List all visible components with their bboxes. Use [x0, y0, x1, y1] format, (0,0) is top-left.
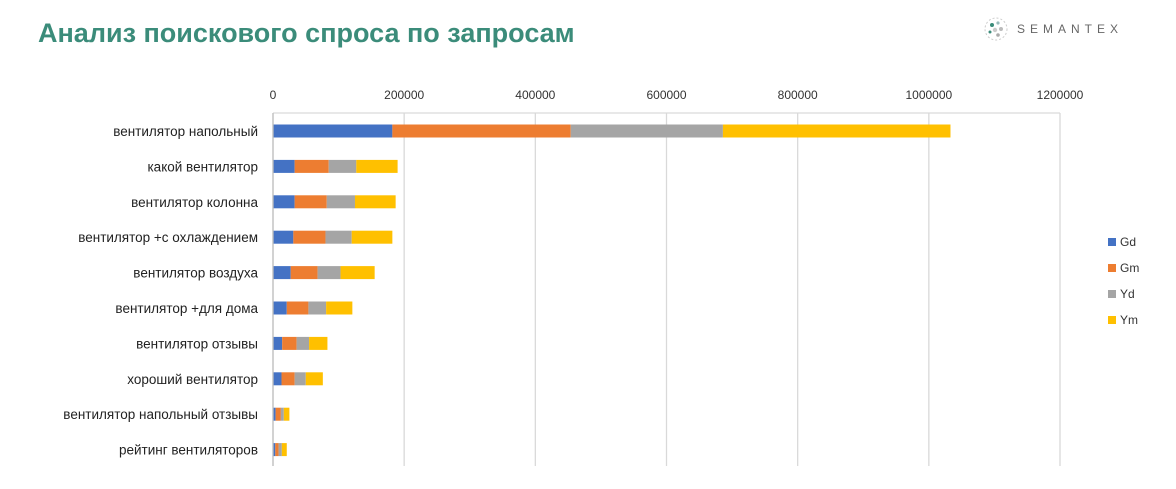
legend-label: Gd	[1120, 235, 1136, 249]
bar-segment-ym	[281, 443, 287, 457]
legend-swatch-ym	[1108, 316, 1116, 324]
x-tick-label: 200000	[384, 88, 424, 102]
bar-segment-ym	[722, 124, 951, 138]
x-tick-label: 600000	[646, 88, 686, 102]
bar-segment-gm	[294, 159, 329, 173]
x-tick-label: 0	[270, 88, 277, 102]
bar-segment-gd	[273, 159, 295, 173]
bar-segment-ym	[340, 266, 375, 280]
logo-sphere-icon	[984, 17, 1008, 41]
legend-swatch-gm	[1108, 264, 1116, 272]
bar-segment-yd	[294, 372, 306, 386]
bar-segment-gm	[282, 336, 297, 350]
bar-segment-gd	[273, 372, 282, 386]
bar-segment-ym	[309, 336, 328, 350]
category-label: хороший вентилятор	[127, 372, 258, 387]
bar-segment-ym	[356, 159, 398, 173]
x-tick-label: 400000	[515, 88, 555, 102]
page-title: Анализ поискового спроса по запросам	[38, 18, 575, 48]
category-label: вентилятор воздуха	[133, 266, 258, 281]
bar-segment-gm	[275, 407, 281, 421]
bar-segment-gm	[293, 230, 326, 244]
category-label: вентилятор напольный отзывы	[63, 407, 258, 422]
bar-segment-gm	[290, 266, 318, 280]
bar-segment-gd	[273, 301, 287, 315]
bar-segment-gm	[294, 195, 327, 209]
bar-segment-ym	[283, 407, 290, 421]
bar-segment-ym	[305, 372, 323, 386]
legend-label: Ym	[1120, 313, 1138, 327]
bar-segment-gm	[392, 124, 571, 138]
x-tick-label: 800000	[778, 88, 818, 102]
bar-segment-gd	[273, 124, 393, 138]
bar-segment-yd	[326, 195, 355, 209]
category-label: вентилятор отзывы	[136, 336, 258, 351]
bar-segment-gd	[273, 266, 291, 280]
bar-segment-ym	[351, 230, 393, 244]
x-tick-label: 1000000	[905, 88, 952, 102]
legend-label: Gm	[1120, 261, 1139, 275]
bar-segment-gd	[273, 230, 294, 244]
bar-segment-yd	[280, 407, 284, 421]
bar-segment-yd	[308, 301, 327, 315]
bar-segment-yd	[296, 336, 310, 350]
legend-swatch-yd	[1108, 290, 1116, 298]
bar-segment-yd	[328, 159, 357, 173]
bar-segment-yd	[325, 230, 352, 244]
bar-segment-gd	[273, 336, 283, 350]
category-label: вентилятор +для дома	[115, 301, 258, 316]
bar-segment-yd	[317, 266, 341, 280]
semantex-logo: SEMANTEX	[983, 16, 1123, 42]
bar-segment-gm	[281, 372, 295, 386]
bar-segment-gd	[273, 195, 295, 209]
legend-label: Yd	[1120, 287, 1135, 301]
category-label: вентилятор +с охлаждением	[78, 230, 258, 245]
bar-segment-ym	[326, 301, 353, 315]
bar-segment-yd	[570, 124, 723, 138]
bar-segment-yd	[278, 443, 282, 457]
bar-segment-gm	[275, 443, 279, 457]
logo-text: SEMANTEX	[1017, 22, 1124, 36]
bar-segment-gd	[273, 407, 276, 421]
category-label: рейтинг вентиляторов	[119, 443, 258, 458]
bar-segment-gd	[273, 443, 276, 457]
bar-segment-ym	[354, 195, 396, 209]
category-label: вентилятор напольный	[113, 124, 258, 139]
bar-segment-gm	[286, 301, 309, 315]
x-tick-label: 1200000	[1037, 88, 1084, 102]
legend-swatch-gd	[1108, 238, 1116, 246]
category-label: вентилятор колонна	[131, 195, 258, 210]
category-label: какой вентилятор	[147, 159, 258, 174]
